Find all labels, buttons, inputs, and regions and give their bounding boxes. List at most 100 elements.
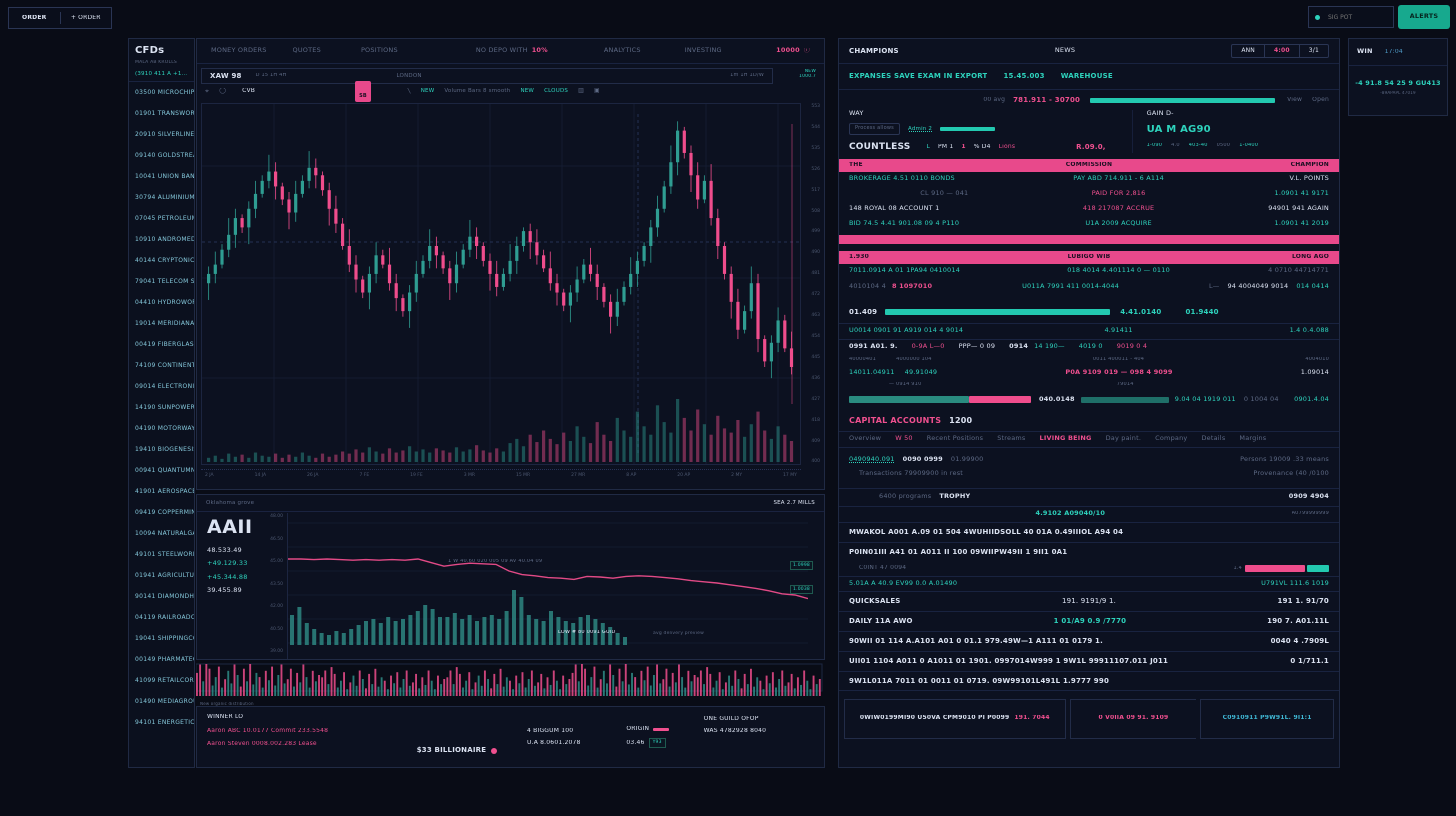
watchlist-item[interactable]: 10910 ANDROMEDAS xyxy=(135,235,194,243)
icon-l[interactable]: L xyxy=(926,143,931,150)
order-button[interactable]: ORDER xyxy=(22,14,47,21)
watchlist-item[interactable]: 19410 BIOGENESIS xyxy=(135,445,194,453)
cell: 15.45.003 xyxy=(1003,72,1045,81)
footer-pink-line-1[interactable]: Aaron ABC 10.0177 Commit 233.5548 xyxy=(207,727,329,734)
grid-icon[interactable]: ▥ xyxy=(578,88,584,95)
tab[interactable]: Streams xyxy=(997,435,1026,443)
watchlist-item[interactable]: 03500 MICROCHIPS xyxy=(135,88,194,96)
watchlist-item[interactable]: 09140 GOLDSTREAM xyxy=(135,151,194,159)
process-chip[interactable]: Process allows xyxy=(849,123,900,136)
watchlist-item[interactable]: 09014 ELECTRONIC xyxy=(135,382,194,390)
timeframe-group[interactable]: D 15 1H 4H xyxy=(255,73,287,79)
sell-badge[interactable]: SB xyxy=(355,81,371,102)
watchlist-item[interactable]: 10041 UNION BANK xyxy=(135,172,194,180)
line-tool-icon[interactable]: ╲ xyxy=(406,88,411,95)
watchlist-summary: (3910 411 A +141) xyxy=(135,70,188,77)
watchlist-item[interactable]: 01490 MEDIAGROUP xyxy=(135,697,194,705)
watchlist-item[interactable]: 41901 AEROSPACES xyxy=(135,487,194,495)
cell: C0INT 47 0094 xyxy=(859,565,907,572)
cell: 4.91411 xyxy=(1104,327,1133,335)
watchlist-item[interactable]: 74109 CONTINENTS xyxy=(135,361,194,369)
tag-new-2[interactable]: NEW xyxy=(520,88,535,95)
candlestick-plot[interactable] xyxy=(201,103,801,465)
aaii-chart[interactable] xyxy=(288,513,809,657)
footer-c2: U.A 8.0601.2078 xyxy=(527,739,581,746)
tab[interactable]: Overview xyxy=(849,435,882,443)
nav-positions[interactable]: POSITIONS xyxy=(360,47,398,55)
watchlist-item[interactable]: 00149 PHARMATECH xyxy=(135,655,194,663)
admin-link[interactable]: Admin 2 xyxy=(907,126,933,133)
watchlist-item[interactable]: 94101 ENERGETICS xyxy=(135,718,194,726)
tab[interactable]: Details xyxy=(1201,435,1226,443)
nav-money-orders[interactable]: MONEY ORDERS xyxy=(211,47,267,55)
tab[interactable]: Recent Positions xyxy=(926,435,984,443)
new-order-button[interactable]: + ORDER xyxy=(70,14,101,21)
watchlist-item[interactable]: 00419 FIBERGLASS xyxy=(135,340,194,348)
cell: 4019 0 xyxy=(1078,342,1103,350)
summary-box-3[interactable]: C0910911 P9W91L. 9I1:1 xyxy=(1200,698,1334,739)
watchlist-item[interactable]: 14190 SUNPOWERED xyxy=(135,403,194,411)
watchlist-item[interactable]: 19014 MERIDIANAS xyxy=(135,319,194,327)
histogram-chart[interactable] xyxy=(195,663,823,697)
corner-quote-2: 1000.7 xyxy=(799,74,816,80)
search-input[interactable] xyxy=(1326,12,1390,22)
nav-alert[interactable]: 10000 ⓘ xyxy=(776,47,810,54)
symbol-label[interactable]: XAW 98 xyxy=(210,71,242,80)
footer-col-values: 4 BIGGUM 100 U.A 8.0601.2078 xyxy=(527,714,626,760)
nav-analytics[interactable]: ANALYTICS xyxy=(603,47,641,55)
watchlist: CFDs MALA AB KROLLS (3910 411 A +141) 03… xyxy=(128,38,195,768)
shape-icon[interactable]: ◯ xyxy=(219,88,227,95)
watchlist-item[interactable]: 30794 ALUMINIUMS xyxy=(135,193,194,201)
tab[interactable]: W 50 xyxy=(895,435,913,443)
watchlist-item[interactable]: 01901 TRANSWORLD xyxy=(135,109,194,117)
ratio-button[interactable]: 3/1 xyxy=(1298,44,1328,58)
aaii-plot[interactable]: 1 W 40.60 020 005 09 AV 40.04 09 LOW # 8… xyxy=(287,513,813,659)
watchlist-item[interactable]: 04190 MOTORWAYS+ xyxy=(135,424,194,432)
mini-cell: 1-0400 xyxy=(1239,142,1259,148)
indicator-label[interactable]: CVB xyxy=(242,88,256,95)
summary-box-2[interactable]: 0 V0IIA 09 91. 9109 xyxy=(1069,698,1197,739)
tag-new-1[interactable]: NEW xyxy=(420,88,435,95)
watchlist-item[interactable]: 40144 CRYPTONICS xyxy=(135,256,194,264)
alerts-button[interactable]: ALERTS xyxy=(1398,5,1450,29)
watchlist-item[interactable]: 09419 COPPERMINE xyxy=(135,508,194,516)
tab[interactable]: Margins xyxy=(1239,435,1267,443)
cell: LUBIGO WIB xyxy=(1067,253,1111,260)
allocation-bar: 040.0148 9.04 04 1919 011 0 1004 04 0901.4.… xyxy=(839,393,1339,407)
tab[interactable]: LIVING BEING xyxy=(1039,435,1092,443)
watchlist-item[interactable]: 41099 RETAILCORP xyxy=(135,676,194,684)
nav-quotes[interactable]: QUOTES xyxy=(292,47,321,55)
watchlist-item[interactable]: 07045 PETROLEUMS xyxy=(135,214,194,222)
nav-investing[interactable]: INVESTING xyxy=(684,47,722,55)
win-tab[interactable]: WIN xyxy=(1357,48,1373,56)
watchlist-item[interactable]: 04410 HYDROWORKS xyxy=(135,298,194,306)
account-link[interactable]: 0490940.091 xyxy=(849,455,895,463)
news-label[interactable]: NEWS xyxy=(1054,47,1076,55)
watchlist-item[interactable]: 00941 QUANTUMNET xyxy=(135,466,194,474)
nav-promo[interactable]: NO DEPO WITH 10% xyxy=(476,47,548,54)
tag-clouds[interactable]: CLOUDS xyxy=(544,88,569,95)
crosshair-icon[interactable]: ⌖ xyxy=(205,87,210,96)
summary-box-1[interactable]: 0WIW0199MI90 U50VA CPM9010 PI P0099 191.… xyxy=(844,698,1066,739)
time-button[interactable]: 4:00 xyxy=(1264,44,1299,58)
footer-pink-line-2[interactable]: Aaron Steven 0008.002.283 Lease xyxy=(207,740,317,747)
candlestick-chart[interactable] xyxy=(202,104,800,464)
search-box[interactable] xyxy=(1308,6,1394,28)
watchlist-item[interactable]: 20910 SILVERLINE xyxy=(135,130,194,138)
watchlist-item[interactable]: 01941 AGRICULTUR xyxy=(135,571,194,579)
tab[interactable]: Day paint. xyxy=(1105,435,1142,443)
watchlist-item[interactable]: 10094 NATURALGAS xyxy=(135,529,194,537)
view-link[interactable]: View xyxy=(1287,96,1303,103)
watchlist-item[interactable]: 49101 STEELWORKS xyxy=(135,550,194,558)
watchlist-item[interactable]: 04119 RAILROADCO xyxy=(135,613,194,621)
box-icon[interactable]: ▣ xyxy=(593,88,600,95)
watchlist-item[interactable]: 90141 DIAMONDHUB xyxy=(135,592,194,600)
tab[interactable]: Company xyxy=(1155,435,1188,443)
tag-volume[interactable]: Volume Bars 8 smooth xyxy=(444,88,511,95)
interval-switcher[interactable]: 1m 1H 1D/W xyxy=(730,73,764,79)
time-tab[interactable]: 17:04 xyxy=(1384,48,1403,55)
watchlist-item[interactable]: 79041 TELECOM SA xyxy=(135,277,194,285)
watchlist-item[interactable]: 19041 SHIPPINGCO xyxy=(135,634,194,642)
open-link[interactable]: Open xyxy=(1312,96,1329,103)
ann-button[interactable]: ANN xyxy=(1241,46,1255,54)
